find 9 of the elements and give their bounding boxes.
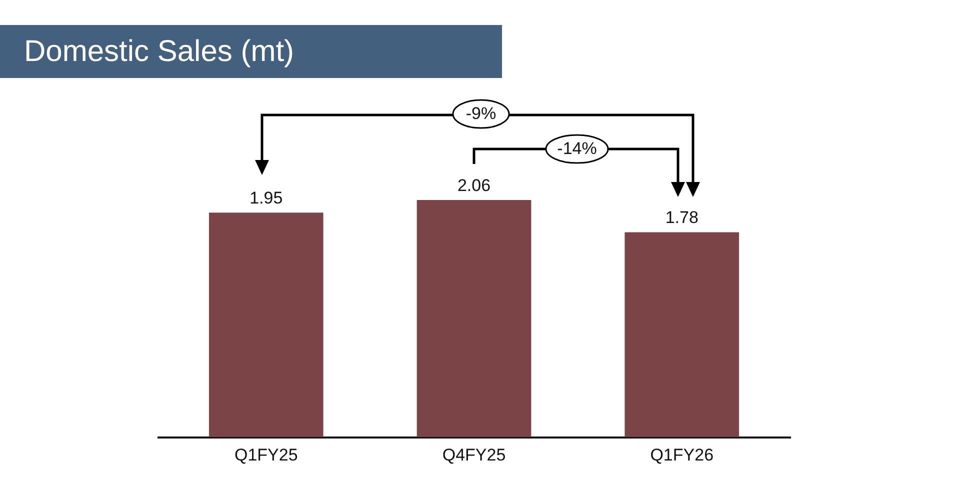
text: -9%: [466, 104, 496, 124]
data-label: 1.78: [665, 208, 698, 228]
data-label: 1.95: [250, 188, 283, 208]
text: -14%: [557, 139, 597, 159]
x-tick-label: Q1FY25: [234, 446, 298, 464]
data-label: 2.06: [457, 176, 491, 195]
x-tick-label: Q1FY26: [650, 446, 714, 464]
x-tick-label: Q4FY25: [442, 446, 506, 464]
chart-title: Domestic Sales (mt): [0, 25, 502, 78]
